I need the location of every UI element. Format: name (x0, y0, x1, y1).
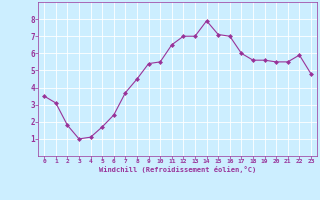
X-axis label: Windchill (Refroidissement éolien,°C): Windchill (Refroidissement éolien,°C) (99, 166, 256, 173)
